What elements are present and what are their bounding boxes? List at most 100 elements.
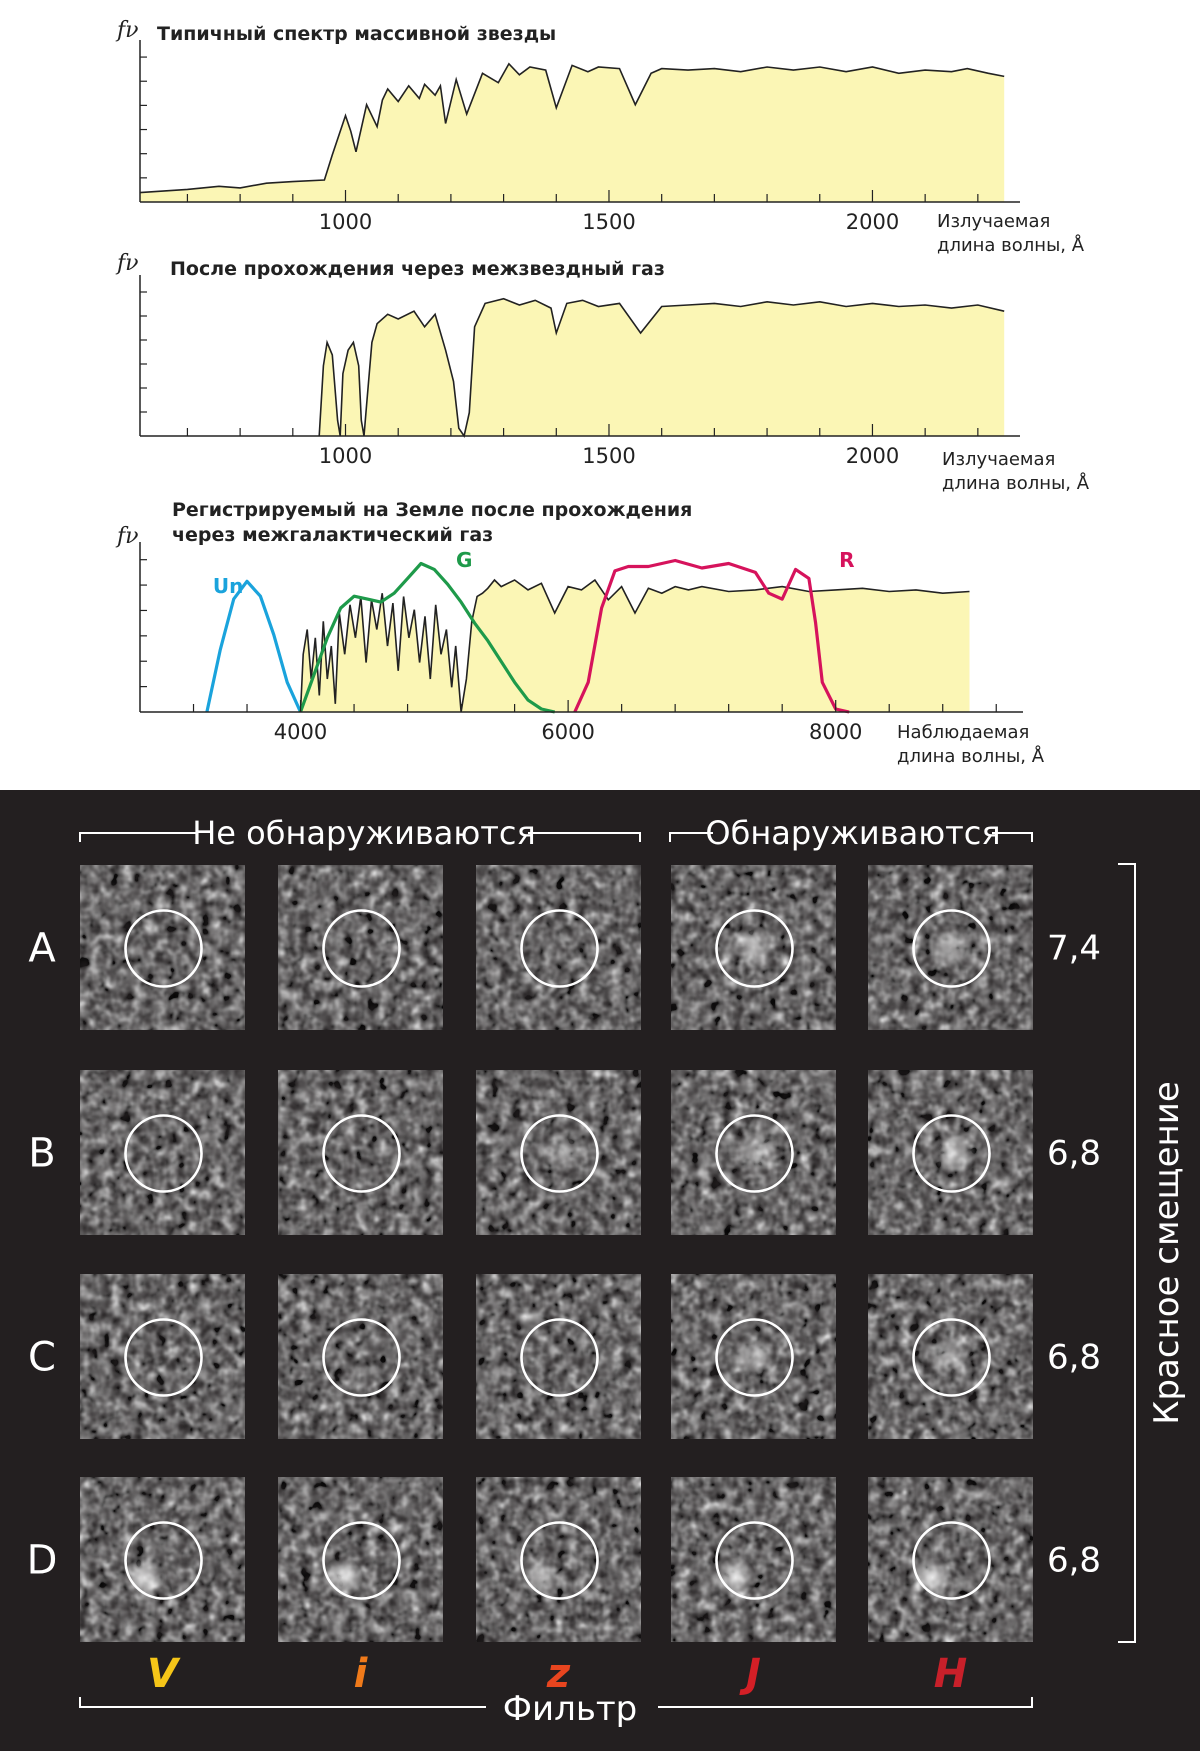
- chart-1-plot: 1000 1500 2000: [139, 40, 1020, 234]
- target-circle: [322, 1521, 401, 1600]
- noise-image: [278, 865, 443, 1030]
- top-brackets: [79, 832, 1033, 842]
- source-blob: [322, 1557, 363, 1598]
- chart-3-plot: Un G R 4000 6000 8000: [139, 542, 1023, 744]
- chart-1-tick-label: 1500: [582, 210, 635, 234]
- chart-1-spectrum-line: [139, 62, 1005, 194]
- target-circle: [124, 1521, 203, 1600]
- detection-panel-svg: Не обнаруживаются Обнаруживаются Красное…: [27, 814, 1187, 1729]
- image-cell-a-j: [671, 865, 836, 1030]
- chart-3-xlabel-line2: длина волны, Å: [897, 745, 1045, 767]
- target-circle: [715, 1318, 794, 1397]
- image-cell-a-i: [278, 865, 443, 1030]
- chart-1-tick-label: 1000: [319, 210, 372, 234]
- target-circle: [715, 1114, 794, 1193]
- noise-image: [476, 865, 641, 1030]
- image-grid: A 7,4 B 6,8 C 6,8 D 6,8 V i z J H: [27, 865, 1101, 1697]
- chart-3-xlabel-line1: Наблюдаемая: [897, 722, 1029, 743]
- chart-1-tick-label: 2000: [846, 210, 899, 234]
- noise-image: [476, 1274, 641, 1439]
- image-cell-c-j: [671, 1274, 836, 1439]
- chart-3-spectrum-line: [299, 578, 970, 713]
- chart-1-ylabel: fν: [115, 18, 139, 43]
- filter-name-j: J: [739, 1651, 761, 1697]
- chart-2-plot: 1000 1500 2000: [139, 275, 1020, 468]
- image-cell-d-i: [278, 1477, 443, 1642]
- chart-2-tick-label: 2000: [846, 444, 899, 468]
- chart-2-tick-label: 1500: [582, 444, 635, 468]
- target-circle: [322, 1114, 401, 1193]
- chart-2-xlabel-line1: Излучаемая: [942, 449, 1055, 470]
- chart-1-xlabel-line1: Излучаемая: [937, 211, 1050, 232]
- image-cell-b-v: [80, 1070, 245, 1235]
- row-redshift-c: 6,8: [1047, 1338, 1101, 1378]
- filter-curve-g: [298, 561, 556, 714]
- not-detected-label: Не обнаруживаются: [192, 814, 536, 852]
- image-cell-c-v: [80, 1274, 245, 1439]
- spectra-charts: fν Типичный спектр массивной звезды 1000…: [115, 18, 1090, 767]
- noise-image: [278, 1477, 443, 1642]
- chart-2-ylabel: fν: [115, 251, 139, 276]
- bottom-bracket: [79, 1697, 1033, 1708]
- image-cell-c-z: [476, 1274, 641, 1439]
- source-blob: [731, 925, 776, 970]
- chart-1-area: [140, 63, 1005, 202]
- chart-3-title-line2: через межгалактический газ: [172, 524, 493, 546]
- source-blob: [932, 1130, 977, 1175]
- row-label-a: A: [28, 926, 56, 972]
- source-blob: [735, 1130, 780, 1175]
- source-blob: [520, 1557, 561, 1598]
- row-redshift-a: 7,4: [1047, 929, 1101, 969]
- row-redshift-d: 6,8: [1047, 1541, 1101, 1581]
- filter-curve-r: [573, 558, 850, 714]
- image-cell-a-v: [80, 865, 245, 1030]
- filter-name-z: z: [546, 1651, 571, 1697]
- source-blob: [912, 1557, 953, 1598]
- detected-label: Обнаруживаются: [705, 814, 1000, 852]
- chart-2-xlabel-line2: длина волны, Å: [942, 472, 1090, 494]
- chart-2-spectrum-line: [318, 297, 1005, 438]
- chart-1-title: Типичный спектр массивной звезды: [157, 23, 556, 45]
- noise-image: [80, 1477, 245, 1642]
- target-circle: [322, 1318, 401, 1397]
- image-cell-c-i: [278, 1274, 443, 1439]
- image-cell-a-z: [476, 865, 641, 1030]
- image-cell-b-j: [671, 1070, 836, 1235]
- chart-3-tick-label: 6000: [541, 720, 594, 744]
- target-circle: [124, 909, 203, 988]
- target-circle: [912, 1521, 991, 1600]
- target-circle: [912, 1318, 991, 1397]
- source-blob: [124, 1557, 165, 1598]
- source-blob: [540, 1130, 585, 1175]
- chart-2-title: После прохождения через межзвездный газ: [170, 258, 665, 280]
- target-circle: [322, 909, 401, 988]
- source-blob: [928, 925, 973, 970]
- filter-name-i: i: [354, 1651, 369, 1697]
- image-cell-a-h: [868, 865, 1033, 1030]
- filter-label-r: R: [839, 548, 854, 572]
- source-blob: [204, 1144, 237, 1177]
- chart-1: fν Типичный спектр массивной звезды 1000…: [115, 18, 1085, 256]
- target-circle: [520, 1521, 599, 1600]
- filter-name-v: V: [147, 1651, 181, 1697]
- row-label-b: B: [28, 1131, 55, 1177]
- noise-image: [80, 1274, 245, 1439]
- image-cell-d-h: [868, 1477, 1033, 1642]
- source-blob: [402, 1144, 435, 1177]
- row-label-c: C: [28, 1335, 56, 1381]
- filter-curve-un: [205, 579, 302, 713]
- filter-label-g: G: [456, 548, 472, 572]
- row-label-d: D: [27, 1538, 58, 1584]
- image-cell-d-j: [671, 1477, 836, 1642]
- chart-3-tick-label: 4000: [274, 720, 327, 744]
- redshift-axis-label: Красное смещение: [1147, 1081, 1187, 1424]
- source-blob: [731, 1334, 776, 1379]
- chart-2-area: [319, 298, 1005, 436]
- target-circle: [124, 1318, 203, 1397]
- filter-name-h: H: [934, 1651, 967, 1697]
- chart-2-tick-label: 1000: [319, 444, 372, 468]
- target-circle: [520, 1318, 599, 1397]
- target-circle: [912, 1114, 991, 1193]
- source-blob: [715, 1557, 756, 1598]
- filter-axis-label: Фильтр: [503, 1689, 638, 1729]
